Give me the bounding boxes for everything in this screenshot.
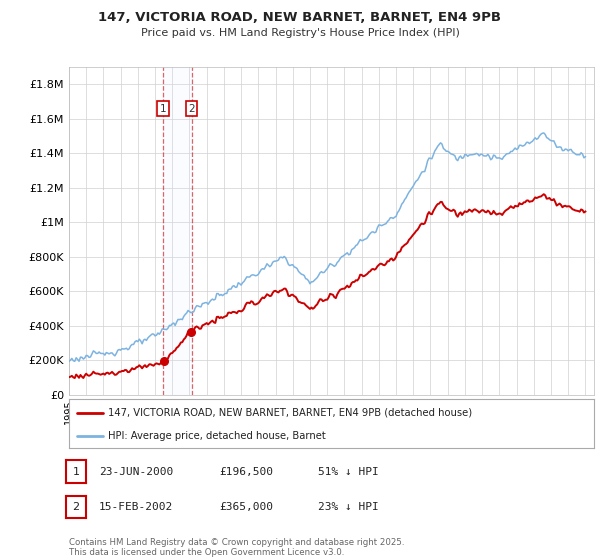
Text: 2: 2 — [73, 502, 79, 512]
Text: 23-JUN-2000: 23-JUN-2000 — [99, 466, 173, 477]
Text: 2: 2 — [188, 104, 195, 114]
Text: £196,500: £196,500 — [219, 466, 273, 477]
Text: 1: 1 — [73, 466, 79, 477]
Text: Contains HM Land Registry data © Crown copyright and database right 2025.
This d: Contains HM Land Registry data © Crown c… — [69, 538, 404, 557]
Text: 147, VICTORIA ROAD, NEW BARNET, BARNET, EN4 9PB: 147, VICTORIA ROAD, NEW BARNET, BARNET, … — [98, 11, 502, 24]
Text: Price paid vs. HM Land Registry's House Price Index (HPI): Price paid vs. HM Land Registry's House … — [140, 28, 460, 38]
Text: £365,000: £365,000 — [219, 502, 273, 512]
Text: 1: 1 — [160, 104, 166, 114]
Bar — [163, 67, 191, 395]
Text: 15-FEB-2002: 15-FEB-2002 — [99, 502, 173, 512]
Text: 147, VICTORIA ROAD, NEW BARNET, BARNET, EN4 9PB (detached house): 147, VICTORIA ROAD, NEW BARNET, BARNET, … — [109, 408, 473, 418]
Text: 51% ↓ HPI: 51% ↓ HPI — [318, 466, 379, 477]
Text: 23% ↓ HPI: 23% ↓ HPI — [318, 502, 379, 512]
Text: HPI: Average price, detached house, Barnet: HPI: Average price, detached house, Barn… — [109, 431, 326, 441]
